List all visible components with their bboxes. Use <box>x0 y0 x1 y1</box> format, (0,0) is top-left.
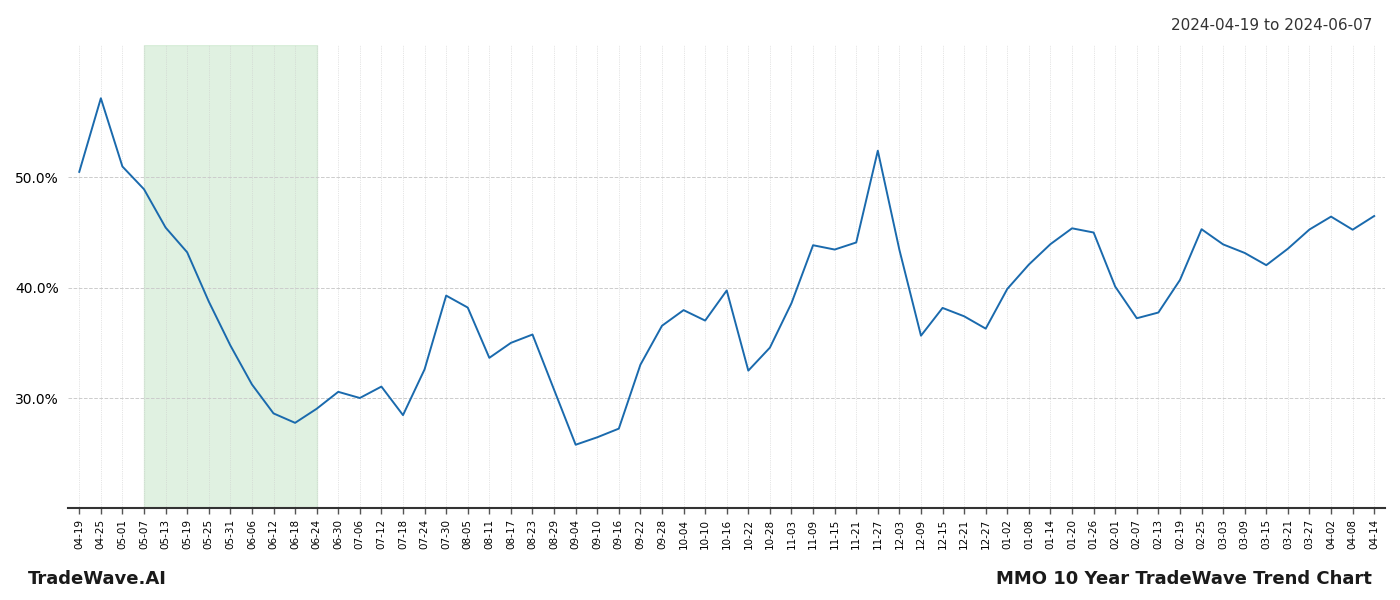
Bar <box>144 45 316 508</box>
Text: 2024-04-19 to 2024-06-07: 2024-04-19 to 2024-06-07 <box>1170 18 1372 33</box>
Text: TradeWave.AI: TradeWave.AI <box>28 570 167 588</box>
Text: MMO 10 Year TradeWave Trend Chart: MMO 10 Year TradeWave Trend Chart <box>997 570 1372 588</box>
